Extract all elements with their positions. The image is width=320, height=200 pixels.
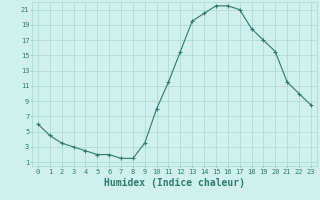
X-axis label: Humidex (Indice chaleur): Humidex (Indice chaleur): [104, 178, 245, 188]
